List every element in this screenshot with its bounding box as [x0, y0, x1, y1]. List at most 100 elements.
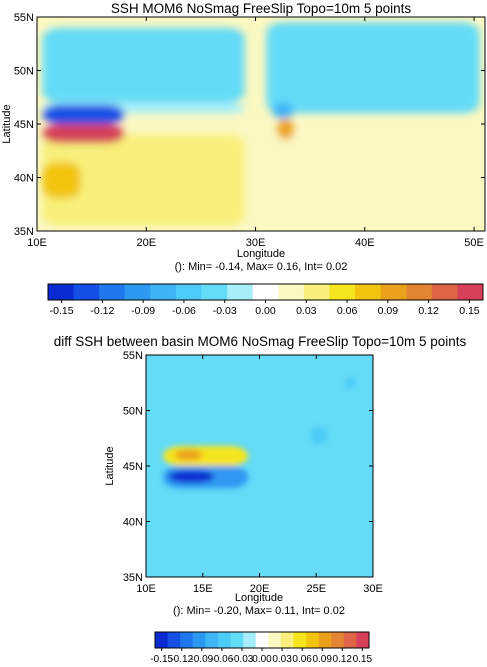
- colorbar-tick-label: 0.09: [312, 654, 332, 665]
- heatmap-region-orange-eddy-east: [277, 118, 294, 141]
- colorbar-tick-label: -0.09: [190, 654, 213, 665]
- colorbar-swatch: [457, 284, 484, 300]
- heatmap-region-cyan-north-west: [42, 27, 245, 103]
- chart-1-xlabel: Longitude: [237, 248, 285, 260]
- colorbar-swatch: [318, 632, 332, 648]
- colorbar-swatch: [180, 632, 194, 648]
- chart-2-colorbar: -0.15-0.12-0.09-0.06-0.030.00 0.03 0.06 0.0…: [150, 631, 373, 665]
- colorbar-tick-label: -0.12: [90, 305, 114, 317]
- x-tick-label: 20E: [250, 583, 270, 595]
- chart-1-stats: (): Min= -0.14, Max= 0.16, Int= 0.02: [175, 261, 348, 273]
- colorbar-swatch: [252, 284, 279, 300]
- colorbar-tick-label: -0.03: [231, 654, 254, 665]
- colorbar-swatch: [268, 632, 282, 648]
- chart-2-stats: (): Min= -0.20, Max= 0.11, Int= 0.02: [173, 605, 345, 617]
- x-tick-label: 15E: [193, 583, 213, 595]
- colorbar-swatch: [329, 284, 356, 300]
- colorbar-tick-label: -0.15: [150, 654, 173, 665]
- chart-2-background: [146, 355, 373, 577]
- y-tick-label: 55N: [14, 12, 34, 24]
- chart-1-ylabel: Latitude: [1, 104, 13, 143]
- colorbar-tick-label: -0.15: [50, 305, 74, 317]
- colorbar-tick-label: 0.03: [272, 654, 292, 665]
- chart-2-title: diff SSH between basin MOM6 NoSmag FreeS…: [54, 334, 467, 349]
- colorbar-tick-label: 0.00: [252, 654, 272, 665]
- x-tick-label: 10E: [27, 237, 47, 249]
- x-tick-label: 50E: [464, 237, 484, 249]
- colorbar-swatch: [205, 632, 219, 648]
- colorbar-tick-label: 0.06: [292, 654, 312, 665]
- heatmap-region-dark-blue-core: [168, 470, 215, 483]
- heatmap-region-yellow-south-east: [266, 134, 398, 215]
- chart-1: SSH MOM6 NoSmag FreeSlip Topo=10m 5 poin…: [1, 1, 486, 317]
- colorbar-swatch: [306, 632, 320, 648]
- colorbar-swatch: [303, 284, 330, 300]
- heatmap-region-cyan-eddy-east: [310, 427, 328, 444]
- colorbar-tick-label: -0.09: [131, 305, 155, 317]
- heatmap-region-orange-core-west: [42, 161, 81, 199]
- chart-2-ylabel: Latitude: [104, 446, 116, 485]
- colorbar-swatch: [124, 284, 151, 300]
- colorbar-tick-label: 0.12: [418, 305, 439, 317]
- chart-2-xlabel: Longitude: [235, 592, 283, 604]
- y-tick-label: 40N: [14, 173, 34, 185]
- colorbar-swatch: [99, 284, 126, 300]
- y-tick-label: 45N: [123, 461, 143, 473]
- x-tick-label: 40E: [355, 237, 375, 249]
- colorbar-swatch: [201, 284, 228, 300]
- colorbar-swatch: [150, 284, 177, 300]
- colorbar-tick-label: -0.06: [210, 654, 233, 665]
- y-tick-label: 50N: [123, 406, 143, 418]
- colorbar-tick-label: -0.06: [172, 305, 196, 317]
- colorbar-swatch: [73, 284, 100, 300]
- colorbar-tick-label: 0.15: [459, 305, 480, 317]
- heatmap-region-cyan-eddy-ne: [344, 377, 356, 389]
- colorbar-swatch: [356, 632, 370, 648]
- x-tick-label: 20E: [136, 237, 156, 249]
- colorbar-swatch: [431, 284, 458, 300]
- colorbar-swatch: [293, 632, 307, 648]
- heatmap-region-cyan-north-east-edge: [266, 22, 480, 114]
- colorbar-tick-label: 0.15: [353, 654, 373, 665]
- colorbar-swatch: [355, 284, 382, 300]
- y-tick-label: 45N: [14, 119, 34, 131]
- chart-1-colorbar: -0.15 -0.12 -0.09 -0.06 -0.03 0.00 0.03 0.06 0.0…: [47, 283, 484, 317]
- colorbar-swatch: [406, 284, 433, 300]
- heatmap-region-blue-band: [42, 104, 125, 124]
- colorbar-tick-label: 0.06: [337, 305, 358, 317]
- y-tick-label: 40N: [123, 517, 143, 529]
- colorbar-swatch: [343, 632, 357, 648]
- colorbar-swatch: [192, 632, 206, 648]
- colorbar-tick-label: 0.12: [333, 654, 353, 665]
- colorbar-swatch: [227, 284, 254, 300]
- colorbar-tick-label: -0.03: [213, 305, 237, 317]
- heatmap-region-orange-core: [174, 449, 203, 461]
- y-tick-label: 35N: [123, 572, 143, 584]
- heatmap-region-red-band: [42, 124, 125, 144]
- x-tick-label: 30E: [363, 583, 383, 595]
- colorbar-swatch: [243, 632, 257, 648]
- colorbar-swatch: [175, 284, 202, 300]
- heatmap-region-yellow-south-west: [42, 134, 245, 226]
- colorbar-swatch: [48, 284, 74, 300]
- chart-2-plot: [146, 355, 373, 577]
- y-tick-label: 50N: [14, 66, 34, 78]
- chart-1-title: SSH MOM6 NoSmag FreeSlip Topo=10m 5 poin…: [111, 1, 412, 16]
- colorbar-swatch: [380, 284, 407, 300]
- colorbar-swatch: [278, 284, 305, 300]
- colorbar-swatch: [155, 632, 168, 648]
- colorbar-swatch: [280, 632, 294, 648]
- colorbar-swatch: [167, 632, 181, 648]
- colorbar-swatch: [217, 632, 231, 648]
- heatmap-region-blue-eddy-east: [271, 102, 294, 119]
- colorbar-tick-label: -0.12: [170, 654, 193, 665]
- chart-1-plot: [37, 17, 485, 231]
- x-tick-label: 10E: [136, 583, 156, 595]
- colorbar-tick-label: 0.03: [296, 305, 317, 317]
- x-tick-label: 25E: [306, 583, 326, 595]
- colorbar-tick-label: 0.00: [255, 305, 276, 317]
- colorbar-tick-label: 0.09: [378, 305, 399, 317]
- colorbar-swatch: [255, 632, 269, 648]
- colorbar-swatch: [331, 632, 345, 648]
